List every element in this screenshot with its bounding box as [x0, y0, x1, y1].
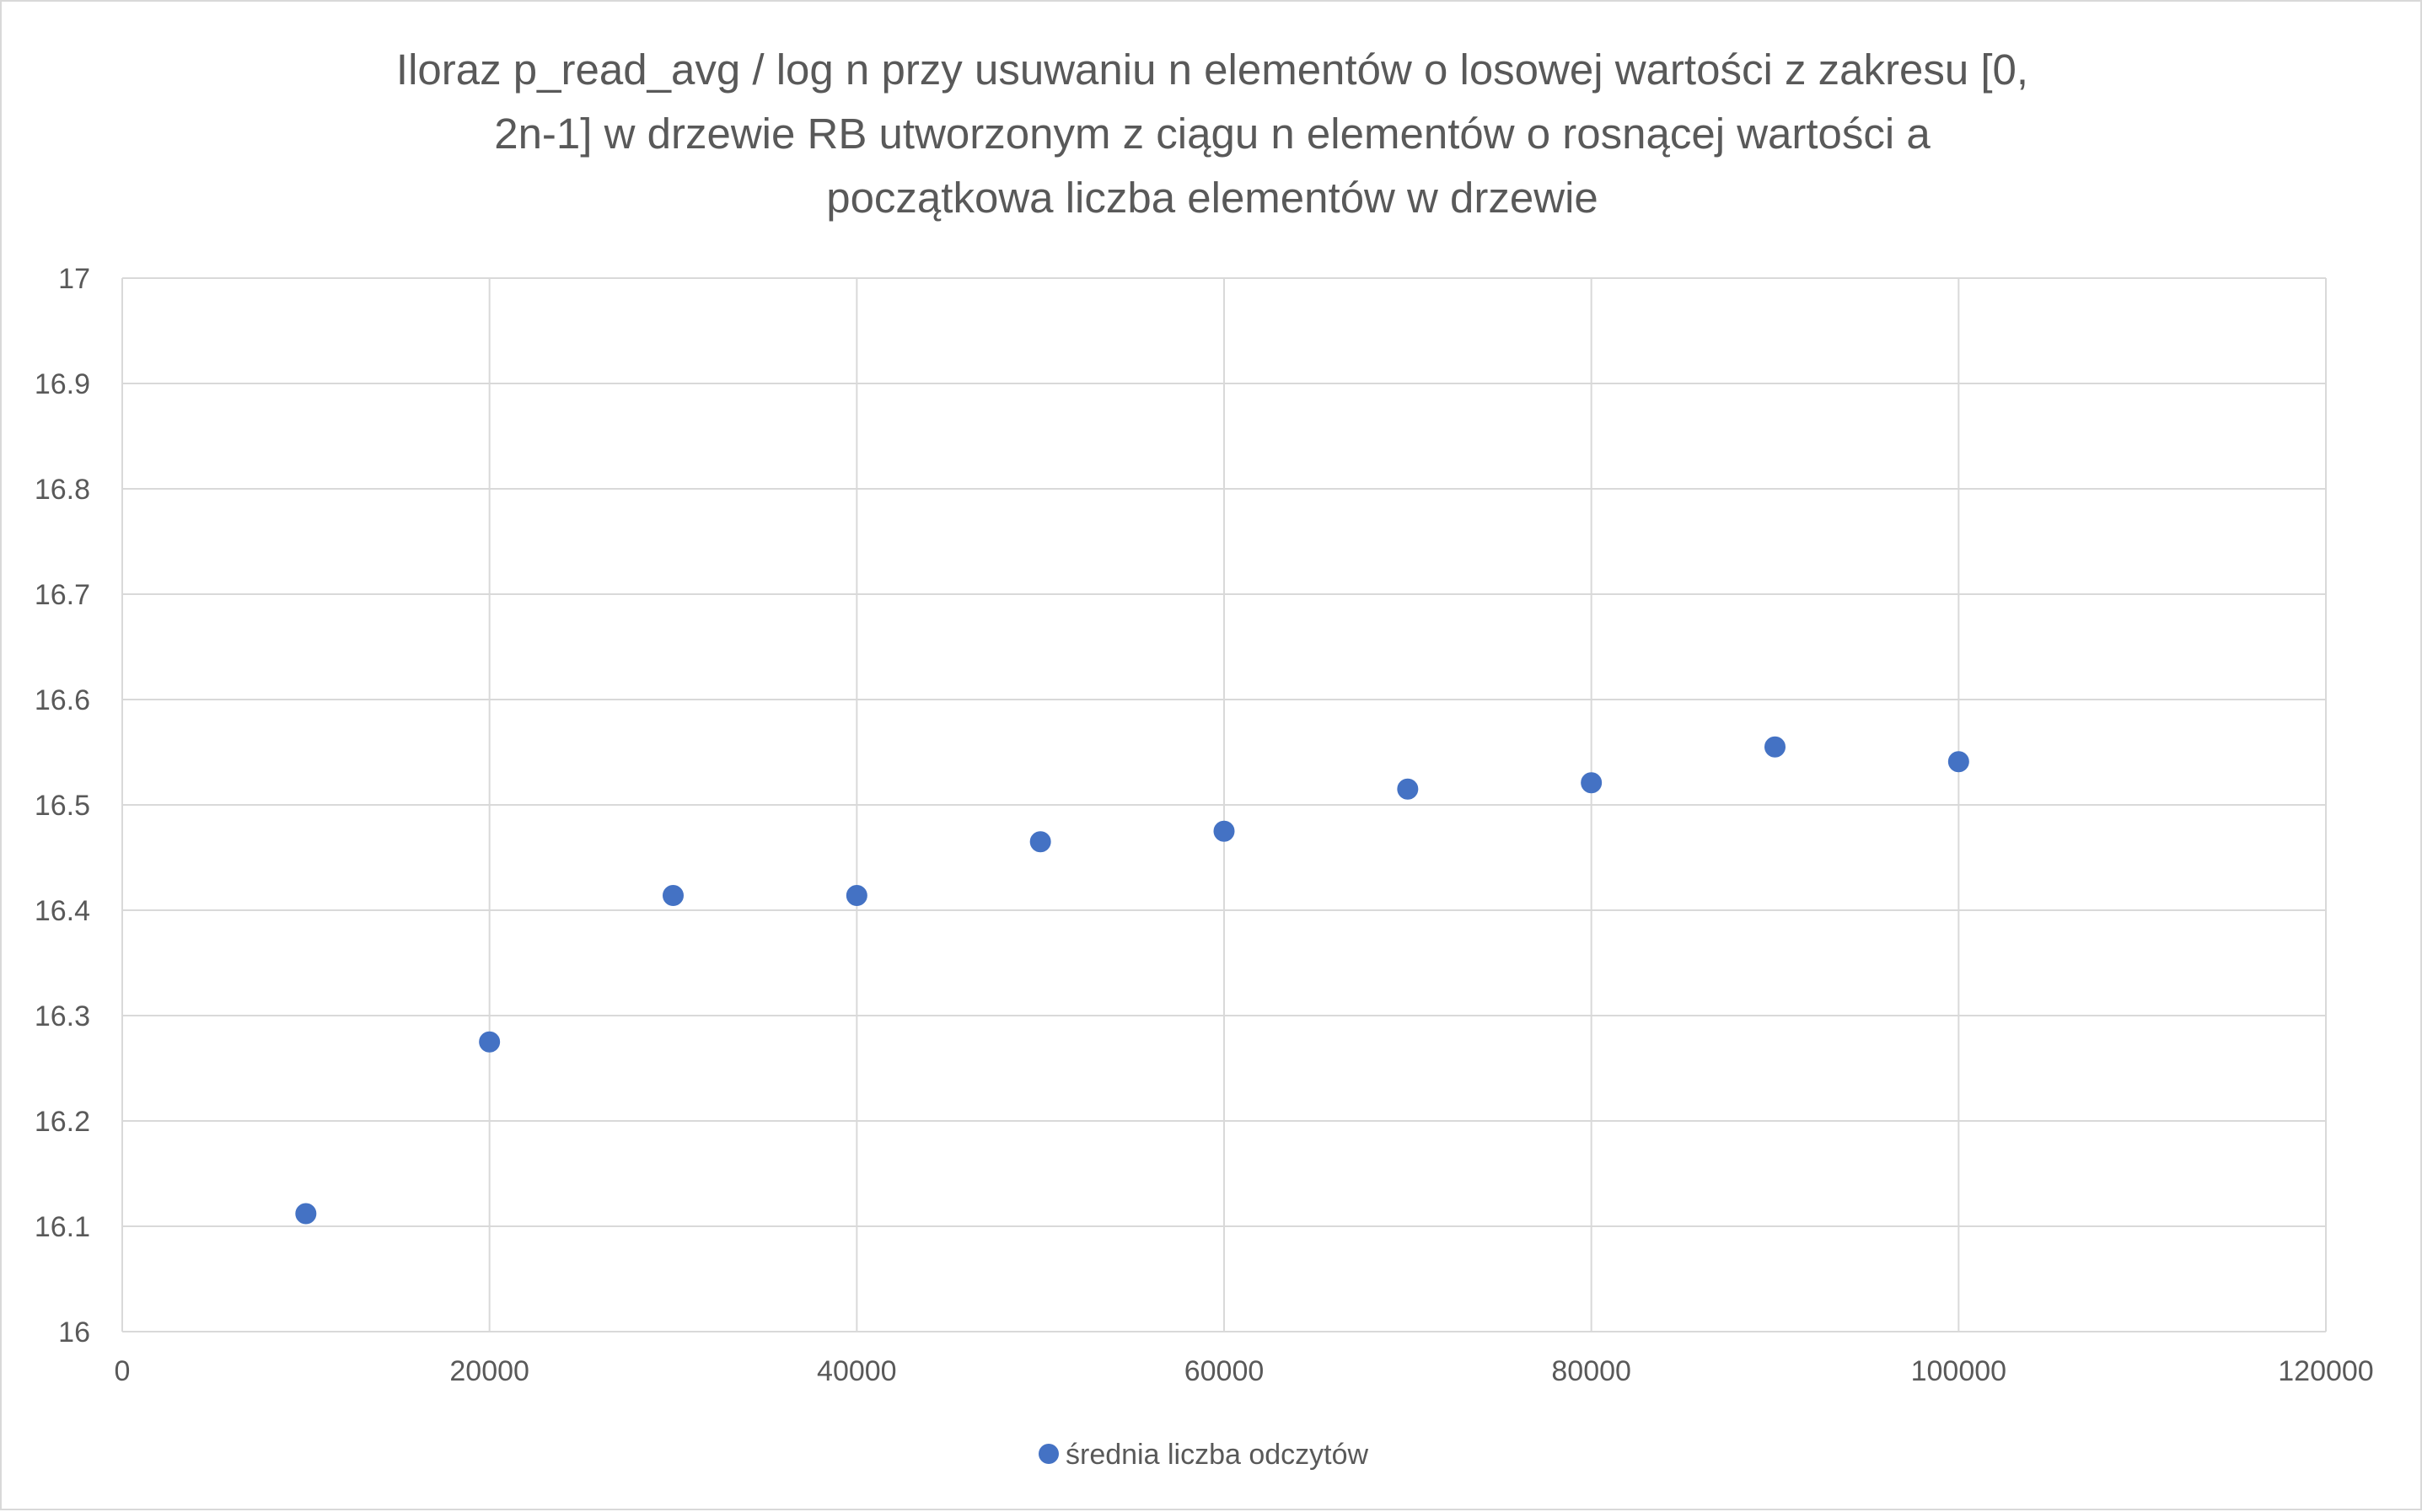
chart-title-line-3: początkowa liczba elementów w drzewie [826, 174, 1598, 222]
data-point [1397, 778, 1419, 800]
x-tick-label: 120000 [2278, 1355, 2373, 1387]
data-point [846, 885, 867, 906]
data-point [1581, 772, 1603, 794]
data-point [663, 885, 684, 906]
y-tick-label: 16 [58, 1316, 90, 1348]
chart-title-line-1: Iloraz p_read_avg / log n przy usuwaniu … [396, 46, 2028, 94]
data-point [295, 1203, 317, 1225]
x-tick-label: 60000 [1184, 1355, 1265, 1387]
y-tick-label: 16.1 [35, 1211, 90, 1243]
y-tick-label: 16.4 [35, 895, 90, 927]
data-point [1213, 820, 1235, 842]
data-point [1029, 831, 1051, 853]
y-tick-label: 16.3 [35, 1000, 90, 1032]
x-tick-label: 40000 [817, 1355, 897, 1387]
x-axis-ticks: 0 20000 40000 60000 80000 100000 120000 [115, 1355, 2374, 1387]
grid-lines [121, 277, 2327, 1332]
data-point [1947, 751, 1969, 773]
y-tick-label: 16.5 [35, 790, 90, 822]
chart-title-line-2: 2n-1] w drzewie RB utworzonym z ciągu n … [494, 110, 1931, 158]
chart-title: Iloraz p_read_avg / log n przy usuwaniu … [396, 46, 2028, 222]
data-point [1764, 736, 1786, 758]
y-tick-label: 16.7 [35, 579, 90, 611]
legend-label: średnia liczba odczytów [1066, 1439, 1369, 1471]
y-axis-ticks: 16 16.1 16.2 16.3 16.4 16.5 16.6 16.7 16.8 16.9 17 [35, 263, 90, 1348]
y-tick-label: 17 [58, 263, 90, 295]
x-tick-label: 80000 [1551, 1355, 1631, 1387]
y-tick-label: 16.6 [35, 684, 90, 716]
y-tick-label: 16.2 [35, 1106, 90, 1138]
x-tick-label: 0 [115, 1355, 131, 1387]
data-points [295, 736, 1969, 1225]
y-tick-label: 16.9 [35, 368, 90, 400]
x-tick-label: 20000 [449, 1355, 529, 1387]
legend-marker [1039, 1444, 1059, 1464]
y-tick-label: 16.8 [35, 474, 90, 506]
legend: średnia liczba odczytów [1039, 1439, 1369, 1471]
x-tick-label: 100000 [1911, 1355, 2006, 1387]
data-point [479, 1031, 501, 1053]
